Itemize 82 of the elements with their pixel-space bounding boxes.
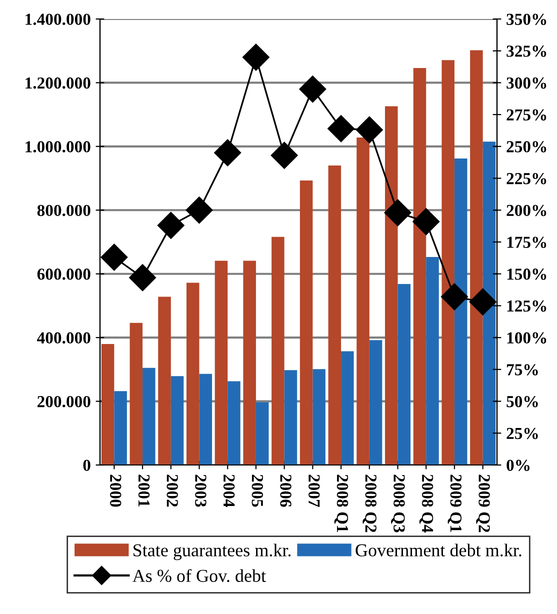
bar: [158, 296, 171, 465]
point: [242, 44, 270, 71]
bar: [284, 370, 298, 465]
x-tick-label: 2004: [223, 474, 235, 508]
bar: [243, 260, 256, 465]
y2-tick-label: 75%: [506, 364, 538, 376]
x-tick-label: 2000: [110, 474, 122, 507]
bar: [356, 138, 370, 465]
x-tick-label: 2008 Q2: [362, 474, 376, 532]
x-tick-label: 2008 Q3: [391, 474, 405, 532]
bar: [228, 381, 240, 465]
y2-tick-label: 100%: [507, 332, 546, 344]
bar: [442, 60, 454, 465]
point: [356, 116, 383, 144]
point: [469, 288, 496, 316]
bar: [142, 368, 156, 465]
y2-tick-label: 275%: [506, 109, 546, 121]
point: [412, 208, 440, 236]
point: [100, 244, 128, 271]
bar: [130, 322, 143, 465]
point: [328, 115, 354, 142]
bar: [328, 166, 342, 465]
bar: [470, 50, 483, 465]
bar: [369, 340, 382, 465]
y2-tick-label: 50%: [506, 396, 538, 408]
point: [299, 76, 326, 103]
y-tick-label: 400.000: [37, 332, 90, 344]
x-tick-label: 2003: [195, 474, 206, 507]
legend-label: As % of Gov. debt: [132, 569, 266, 582]
bar: [312, 369, 326, 465]
y-tick-label: 600.000: [37, 268, 90, 280]
bar: [426, 256, 439, 465]
y2-tick-label: 225%: [506, 172, 546, 184]
bar: [186, 282, 200, 465]
bar: [101, 344, 114, 465]
bar: [341, 351, 354, 465]
y2-tick-label: 200%: [506, 204, 546, 216]
y2-tick-label: 300%: [506, 77, 546, 89]
y-tick-label: 200.000: [38, 396, 90, 408]
y-tick-label: 1.200.000: [26, 77, 90, 89]
x-tick-label: 2001: [138, 474, 150, 506]
bar: [413, 68, 426, 465]
point: [214, 139, 242, 166]
point: [129, 264, 156, 292]
point: [157, 212, 184, 239]
bar: [256, 402, 269, 465]
y-tick-label: 1.000.000: [26, 141, 90, 152]
x-tick-label: 2006: [280, 474, 292, 507]
y2-tick-label: 325%: [506, 46, 546, 57]
bar: [384, 106, 398, 465]
x-tick-label: 2009 Q1: [448, 474, 462, 532]
x-tick-label: 2008 Q1: [334, 474, 348, 532]
x-tick-label: 2007: [308, 474, 320, 507]
y2-tick-label: 150%: [507, 268, 546, 280]
x-tick-label: 2008 Q4: [419, 474, 434, 533]
point: [384, 199, 412, 226]
bar: [482, 142, 496, 465]
y-tick-label: 800.000: [37, 204, 90, 216]
y2-tick-label: 125%: [507, 300, 546, 312]
bar: [300, 180, 313, 465]
y2-tick-label: 25%: [506, 428, 538, 440]
legend-label: Government debt m.kr.: [356, 544, 522, 556]
point: [270, 142, 298, 169]
legend-label: State guarantees m.kr.: [134, 544, 291, 560]
bar: [398, 284, 411, 465]
y2-tick-label: 0%: [506, 460, 530, 471]
y-tick-label: 0: [83, 460, 90, 471]
x-tick-label: 2005: [252, 474, 264, 507]
bar: [454, 158, 468, 465]
y2-tick-label: 350%: [506, 14, 546, 25]
bar: [199, 374, 212, 465]
bar: [272, 236, 284, 465]
y2-tick-label: 250%: [506, 141, 546, 152]
x-tick-label: 2002: [166, 474, 178, 507]
point: [186, 196, 213, 224]
bar: [170, 376, 184, 465]
bar: [114, 391, 127, 465]
x-tick-label: 2009 Q2: [476, 474, 490, 532]
bar: [214, 260, 228, 465]
y-tick-label: 1.400.000: [26, 14, 90, 26]
y2-tick-label: 175%: [507, 236, 546, 248]
point: [441, 283, 468, 310]
